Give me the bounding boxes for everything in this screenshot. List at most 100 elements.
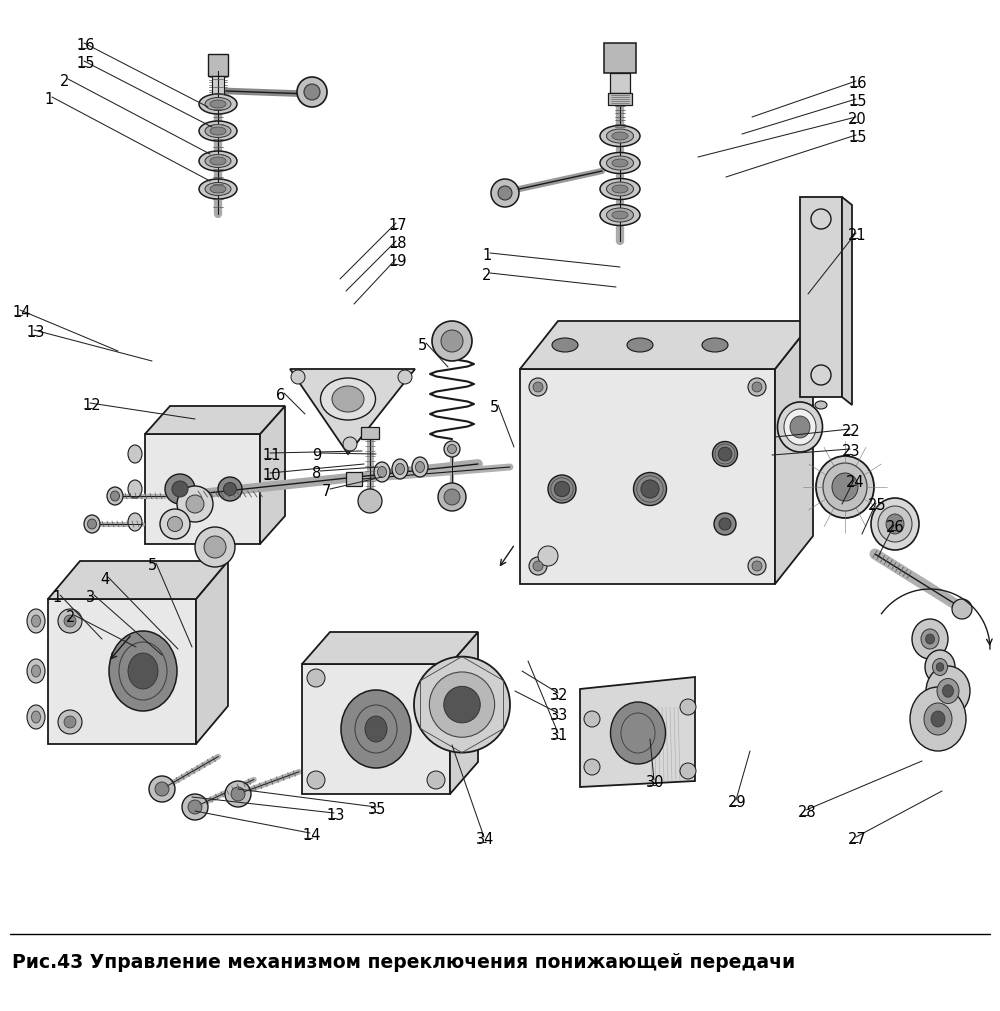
Bar bbox=[208, 55, 228, 77]
Ellipse shape bbox=[823, 463, 867, 512]
Ellipse shape bbox=[27, 706, 45, 729]
Text: 19: 19 bbox=[388, 254, 406, 269]
Ellipse shape bbox=[778, 402, 822, 453]
Ellipse shape bbox=[119, 642, 167, 701]
Ellipse shape bbox=[606, 183, 634, 197]
Ellipse shape bbox=[27, 610, 45, 633]
Text: 1: 1 bbox=[44, 92, 53, 107]
Circle shape bbox=[414, 657, 510, 753]
Text: 24: 24 bbox=[846, 474, 865, 489]
Circle shape bbox=[304, 85, 320, 101]
Ellipse shape bbox=[712, 442, 738, 467]
Text: 22: 22 bbox=[842, 424, 861, 439]
Circle shape bbox=[149, 776, 175, 802]
Ellipse shape bbox=[412, 458, 428, 477]
Ellipse shape bbox=[627, 339, 653, 353]
Ellipse shape bbox=[320, 379, 376, 421]
Ellipse shape bbox=[32, 712, 40, 723]
Circle shape bbox=[680, 763, 696, 779]
Ellipse shape bbox=[210, 186, 226, 194]
Circle shape bbox=[307, 771, 325, 790]
Circle shape bbox=[231, 788, 245, 801]
Ellipse shape bbox=[199, 180, 237, 200]
Ellipse shape bbox=[634, 473, 666, 506]
Ellipse shape bbox=[355, 706, 397, 753]
Ellipse shape bbox=[396, 464, 404, 475]
Circle shape bbox=[538, 547, 558, 566]
Circle shape bbox=[307, 669, 325, 687]
Text: 5: 5 bbox=[418, 338, 427, 353]
Ellipse shape bbox=[871, 498, 919, 550]
Polygon shape bbox=[290, 370, 415, 455]
Circle shape bbox=[155, 783, 169, 797]
Text: 27: 27 bbox=[848, 831, 867, 846]
Ellipse shape bbox=[926, 666, 970, 716]
Ellipse shape bbox=[128, 446, 142, 463]
Ellipse shape bbox=[109, 632, 177, 712]
Ellipse shape bbox=[416, 462, 424, 473]
Text: 9: 9 bbox=[312, 448, 321, 463]
Ellipse shape bbox=[600, 205, 640, 226]
Text: 21: 21 bbox=[848, 227, 867, 243]
Text: 2: 2 bbox=[482, 268, 491, 283]
Ellipse shape bbox=[600, 154, 640, 174]
Circle shape bbox=[432, 321, 472, 362]
Ellipse shape bbox=[552, 339, 578, 353]
Ellipse shape bbox=[612, 160, 628, 168]
Circle shape bbox=[584, 759, 600, 775]
Text: 20: 20 bbox=[848, 112, 867, 126]
Ellipse shape bbox=[210, 127, 226, 135]
Ellipse shape bbox=[199, 122, 237, 142]
Text: 32: 32 bbox=[550, 687, 568, 703]
Circle shape bbox=[297, 78, 327, 108]
Ellipse shape bbox=[27, 659, 45, 683]
Circle shape bbox=[491, 180, 519, 208]
Text: 1: 1 bbox=[482, 248, 491, 263]
Ellipse shape bbox=[612, 211, 628, 219]
Circle shape bbox=[441, 331, 463, 353]
Ellipse shape bbox=[205, 183, 231, 196]
Text: 26: 26 bbox=[886, 520, 905, 535]
Text: 12: 12 bbox=[82, 397, 101, 412]
Ellipse shape bbox=[926, 634, 934, 644]
Circle shape bbox=[429, 672, 495, 737]
Text: 17: 17 bbox=[388, 217, 407, 233]
Polygon shape bbox=[260, 406, 285, 545]
Text: 28: 28 bbox=[798, 804, 817, 819]
Ellipse shape bbox=[210, 101, 226, 109]
Ellipse shape bbox=[925, 650, 955, 684]
Polygon shape bbox=[775, 321, 813, 584]
Text: 23: 23 bbox=[842, 444, 860, 459]
Ellipse shape bbox=[924, 704, 952, 735]
Ellipse shape bbox=[199, 95, 237, 115]
Ellipse shape bbox=[199, 152, 237, 172]
Text: 18: 18 bbox=[388, 236, 406, 251]
Ellipse shape bbox=[621, 714, 655, 753]
Text: 34: 34 bbox=[476, 831, 494, 846]
Ellipse shape bbox=[128, 514, 142, 532]
Circle shape bbox=[204, 537, 226, 558]
Ellipse shape bbox=[702, 339, 728, 353]
Ellipse shape bbox=[110, 491, 120, 501]
Ellipse shape bbox=[218, 477, 242, 501]
Ellipse shape bbox=[448, 445, 456, 454]
Polygon shape bbox=[145, 406, 285, 435]
Ellipse shape bbox=[205, 156, 231, 169]
Circle shape bbox=[748, 379, 766, 396]
Circle shape bbox=[427, 669, 445, 687]
Polygon shape bbox=[145, 435, 260, 545]
Text: 8: 8 bbox=[312, 465, 321, 480]
Ellipse shape bbox=[165, 474, 195, 504]
Text: 7: 7 bbox=[322, 483, 331, 498]
Text: 14: 14 bbox=[302, 827, 320, 842]
Circle shape bbox=[188, 801, 202, 814]
Ellipse shape bbox=[606, 157, 634, 171]
Ellipse shape bbox=[790, 417, 810, 439]
Circle shape bbox=[177, 486, 213, 523]
Ellipse shape bbox=[374, 463, 390, 482]
Text: 16: 16 bbox=[848, 76, 866, 91]
Text: 2: 2 bbox=[60, 74, 69, 89]
Circle shape bbox=[444, 686, 480, 723]
Ellipse shape bbox=[937, 678, 959, 704]
Ellipse shape bbox=[107, 487, 123, 506]
